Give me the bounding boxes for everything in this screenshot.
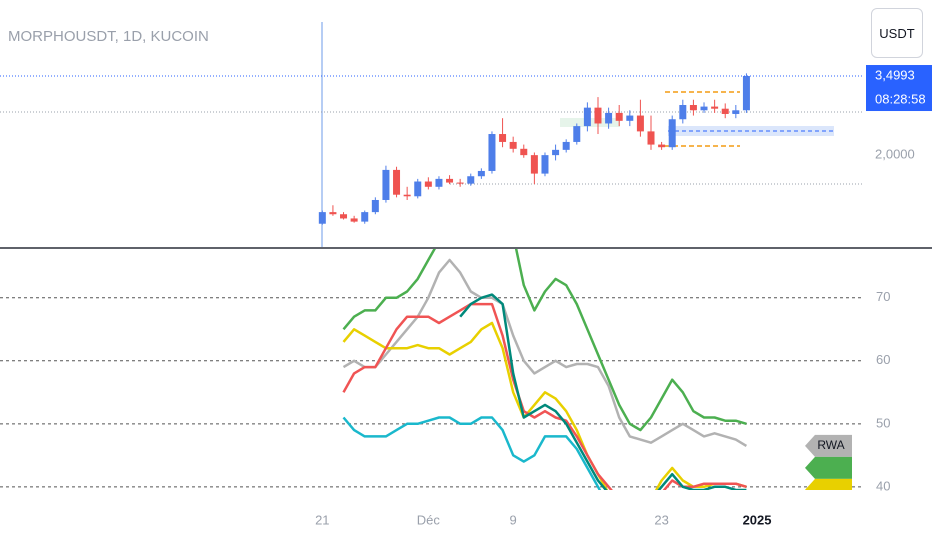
series-tag — [805, 501, 852, 523]
candle-body — [520, 148, 528, 156]
x-tick-label: 2025 — [743, 512, 772, 527]
indicator-line — [342, 302, 747, 490]
candle-body — [605, 112, 613, 124]
indicator-line — [459, 293, 747, 490]
candle-body — [488, 134, 496, 171]
price-label-box — [866, 65, 932, 112]
indicator-line — [342, 321, 747, 490]
candle-body — [509, 141, 517, 149]
candles — [318, 73, 750, 225]
candle-body — [573, 126, 581, 142]
symbol-title: MORPHOUSDT, 1D, KUCOIN — [8, 28, 209, 45]
candle-body — [583, 107, 591, 127]
candle-body — [499, 134, 507, 142]
series-tag — [805, 478, 852, 490]
range-box — [668, 126, 834, 136]
series-tag-label: RWA — [817, 438, 844, 452]
candle-body — [361, 212, 369, 222]
x-tick-label: 23 — [654, 512, 668, 527]
candle-body — [477, 170, 485, 177]
candle-body — [393, 169, 401, 195]
candle-body — [350, 218, 358, 222]
countdown: 08:28:58 — [875, 91, 926, 106]
series-tag — [805, 523, 852, 545]
candle-body — [329, 212, 337, 215]
candle-body — [403, 194, 411, 197]
indicator-line — [342, 258, 748, 447]
y-tick-label: 70 — [876, 289, 890, 304]
candle-body — [456, 182, 464, 184]
candle-body — [562, 141, 570, 150]
candle-body — [732, 110, 740, 114]
candle-body — [742, 76, 750, 111]
candle-body — [721, 108, 729, 114]
indicator-line — [342, 249, 747, 432]
candle-body — [414, 181, 422, 197]
candle-body — [424, 181, 432, 187]
candle-body — [689, 105, 697, 111]
candle-body — [318, 212, 326, 224]
indicator-lines — [342, 249, 748, 490]
candle-body — [371, 199, 379, 213]
candle-body — [679, 105, 687, 120]
candle-body — [711, 106, 719, 109]
candle-body — [446, 178, 454, 183]
y-tick-label: 60 — [876, 352, 890, 367]
y-tick-label: 2,0000 — [875, 147, 915, 162]
candle-body — [340, 214, 348, 219]
candle-body — [552, 149, 560, 156]
candle-body — [594, 107, 602, 124]
series-tag — [805, 434, 852, 457]
candle-body — [530, 155, 538, 174]
candle-body — [382, 169, 390, 200]
currency-button[interactable]: USDT — [871, 8, 923, 58]
x-tick-label: 9 — [510, 512, 517, 527]
price-label: 3,4993 — [875, 67, 915, 82]
candle-body — [467, 176, 475, 184]
candle-body — [647, 131, 655, 145]
indicator-line — [342, 416, 602, 490]
x-tick-label: 21 — [315, 512, 329, 527]
candle-body — [658, 144, 666, 148]
candle-body — [700, 106, 708, 111]
series-tags: RWA — [805, 434, 852, 545]
candle-body — [668, 119, 676, 148]
x-tick-label: Déc — [417, 512, 441, 527]
candle-body — [541, 155, 549, 174]
candle-body — [626, 115, 634, 121]
y-tick-label: 50 — [876, 415, 890, 430]
series-tag — [805, 456, 852, 479]
candle-body — [615, 112, 623, 121]
candle-body — [636, 115, 644, 132]
y-tick-label: 40 — [876, 478, 890, 493]
candle-body — [435, 178, 443, 187]
